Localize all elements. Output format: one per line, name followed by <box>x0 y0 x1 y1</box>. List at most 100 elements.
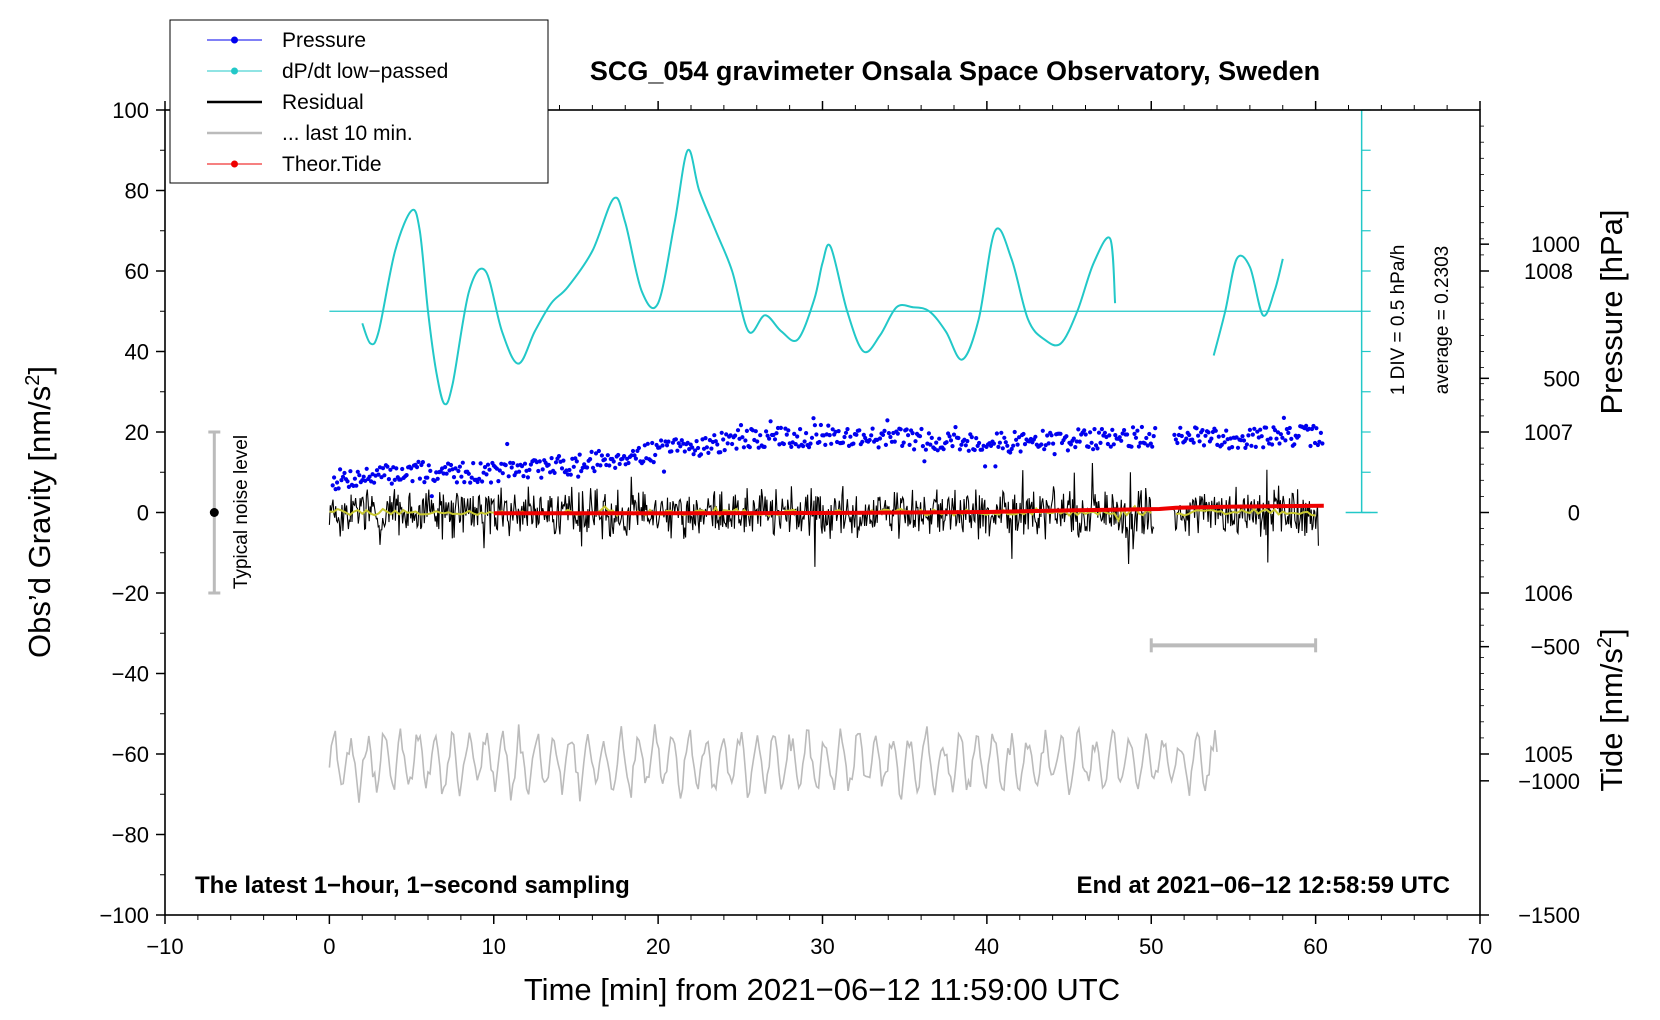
pressure-point <box>1274 436 1279 441</box>
pressure-point <box>380 466 386 471</box>
pressure-point <box>664 443 670 448</box>
pressure-point <box>870 426 875 431</box>
pressure-point <box>1096 430 1102 435</box>
pressure-point <box>786 428 791 433</box>
pressure-point <box>997 440 1003 445</box>
pressure-point <box>744 428 750 433</box>
pressure-point <box>1213 428 1218 433</box>
pressure-point <box>510 461 516 466</box>
residual-line <box>328 462 1155 567</box>
pressure-point <box>691 452 696 457</box>
pressure-point <box>840 440 846 445</box>
pressure-point <box>843 430 849 435</box>
pressure-point <box>588 457 593 462</box>
y-axis-title-close: ] <box>22 366 57 375</box>
pressure-point <box>694 439 699 444</box>
pressure-point <box>1209 436 1214 441</box>
pressure-point <box>487 467 492 472</box>
pressure-point <box>1015 442 1020 447</box>
y-tick-label: 0 <box>137 501 149 526</box>
pressure-point <box>693 448 698 453</box>
pressure-point <box>1008 450 1013 455</box>
y-tick-label: 60 <box>125 259 149 284</box>
pressure-point <box>718 450 723 455</box>
pressure-point <box>957 447 963 452</box>
pressure-point <box>480 479 485 484</box>
pressure-point <box>605 453 610 458</box>
pressure-point <box>636 445 642 451</box>
pressure-point <box>1287 425 1292 431</box>
legend-marker <box>231 36 238 44</box>
pressure-point <box>1058 431 1063 436</box>
chart-title: SCG_054 gravimeter Onsala Space Observat… <box>590 56 1320 86</box>
pressure-point <box>519 464 525 469</box>
pressure-point <box>713 439 718 444</box>
pressure-point <box>1304 423 1309 428</box>
pressure-point <box>426 463 431 468</box>
pressure-point <box>536 468 541 474</box>
pressure-point <box>593 451 599 456</box>
pressure-point <box>906 433 911 438</box>
pressure-point <box>1206 430 1211 435</box>
pressure-point <box>1082 428 1087 433</box>
pressure-point <box>500 471 505 476</box>
tide-axis-title-sup: 2 <box>1594 637 1616 648</box>
pressure-point <box>448 462 454 468</box>
pressure-point <box>1119 438 1124 443</box>
pressure-point <box>944 440 949 445</box>
pressure-point <box>898 427 903 432</box>
plot-data-layer <box>208 109 1378 803</box>
pressure-point <box>704 445 710 450</box>
pressure-point <box>1064 434 1069 439</box>
pressure-point <box>352 476 357 481</box>
pressure-point <box>592 469 597 474</box>
pressure-point <box>951 432 957 437</box>
pressure-point <box>345 479 350 484</box>
pressure-point <box>774 431 779 436</box>
pressure-point <box>459 474 464 479</box>
pressure-point <box>462 480 467 485</box>
pressure-point <box>682 449 687 454</box>
pressure-point <box>827 433 832 438</box>
pressure-point <box>1091 447 1096 452</box>
pressure-point <box>1277 441 1282 446</box>
pressure-point <box>707 438 713 443</box>
pressure-point <box>1318 430 1323 435</box>
pressure-point <box>977 440 982 446</box>
y-tick-label: 40 <box>125 340 149 365</box>
pressure-point <box>781 441 787 447</box>
pressure-point <box>917 434 923 439</box>
pressure-point <box>829 441 834 446</box>
pressure-point <box>934 440 939 445</box>
pressure-point <box>392 477 397 482</box>
pressure-point <box>417 476 422 481</box>
pressure-point <box>886 431 892 436</box>
tide-line-after-gap <box>493 503 1324 516</box>
pressure-point <box>929 435 934 440</box>
pressure-point <box>983 464 988 469</box>
pressure-point <box>1073 445 1078 450</box>
pressure-point <box>892 439 897 444</box>
pressure-point <box>539 475 544 480</box>
pressure-point <box>509 465 514 470</box>
pressure-point <box>1268 436 1273 441</box>
pressure-point <box>854 432 859 437</box>
pressure-point <box>798 427 803 432</box>
pressure-point <box>988 443 994 448</box>
axes-layer: −10 0 10 20 30 40 50 60 70−100−80−60−40−20020406… <box>99 98 1580 959</box>
pressure-point <box>602 457 608 462</box>
pressure-point <box>632 453 637 458</box>
pressure-point <box>1224 428 1229 433</box>
pressure-point <box>1221 433 1226 439</box>
pressure-point <box>1077 439 1082 444</box>
pressure-point <box>778 425 784 430</box>
pressure-point <box>589 449 594 454</box>
scale-note: 1 DIV = 0.5 hPa/h <box>1388 245 1409 396</box>
pressure-point <box>466 471 471 476</box>
pressure-point <box>673 437 679 442</box>
pressure-point <box>567 467 572 473</box>
tide-tick-label: −1500 <box>1518 903 1580 928</box>
pressure-point <box>1003 440 1008 445</box>
pressure-point <box>1083 432 1088 437</box>
pressure-point <box>457 464 462 469</box>
